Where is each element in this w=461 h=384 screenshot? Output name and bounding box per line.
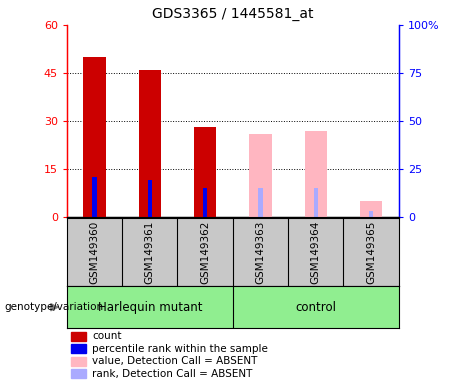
- Text: GSM149360: GSM149360: [89, 220, 100, 283]
- Bar: [67, 286, 233, 328]
- Text: GSM149363: GSM149363: [255, 220, 266, 284]
- Bar: [194, 127, 216, 217]
- Bar: [369, 211, 373, 217]
- Text: GSM149361: GSM149361: [145, 220, 155, 284]
- Text: rank, Detection Call = ABSENT: rank, Detection Call = ABSENT: [92, 369, 252, 379]
- Text: count: count: [92, 331, 122, 341]
- Title: GDS3365 / 1445581_at: GDS3365 / 1445581_at: [152, 7, 313, 21]
- Bar: [258, 188, 263, 217]
- Text: value, Detection Call = ABSENT: value, Detection Call = ABSENT: [92, 356, 257, 366]
- Bar: [139, 70, 161, 217]
- Bar: [92, 177, 97, 217]
- Bar: [71, 369, 86, 378]
- Text: GSM149364: GSM149364: [311, 220, 321, 284]
- Bar: [360, 201, 382, 217]
- Bar: [71, 332, 86, 341]
- Bar: [233, 286, 399, 328]
- Bar: [249, 134, 272, 217]
- Text: Harlequin mutant: Harlequin mutant: [98, 301, 202, 314]
- Bar: [71, 357, 86, 366]
- Bar: [71, 344, 86, 353]
- Text: GSM149365: GSM149365: [366, 220, 376, 284]
- Bar: [313, 188, 318, 217]
- Bar: [305, 131, 327, 217]
- Bar: [148, 180, 152, 217]
- Text: percentile rank within the sample: percentile rank within the sample: [92, 344, 268, 354]
- Text: GSM149362: GSM149362: [200, 220, 210, 284]
- Text: control: control: [296, 301, 336, 314]
- Bar: [203, 188, 207, 217]
- Text: genotype/variation: genotype/variation: [5, 302, 104, 312]
- Bar: [83, 57, 106, 217]
